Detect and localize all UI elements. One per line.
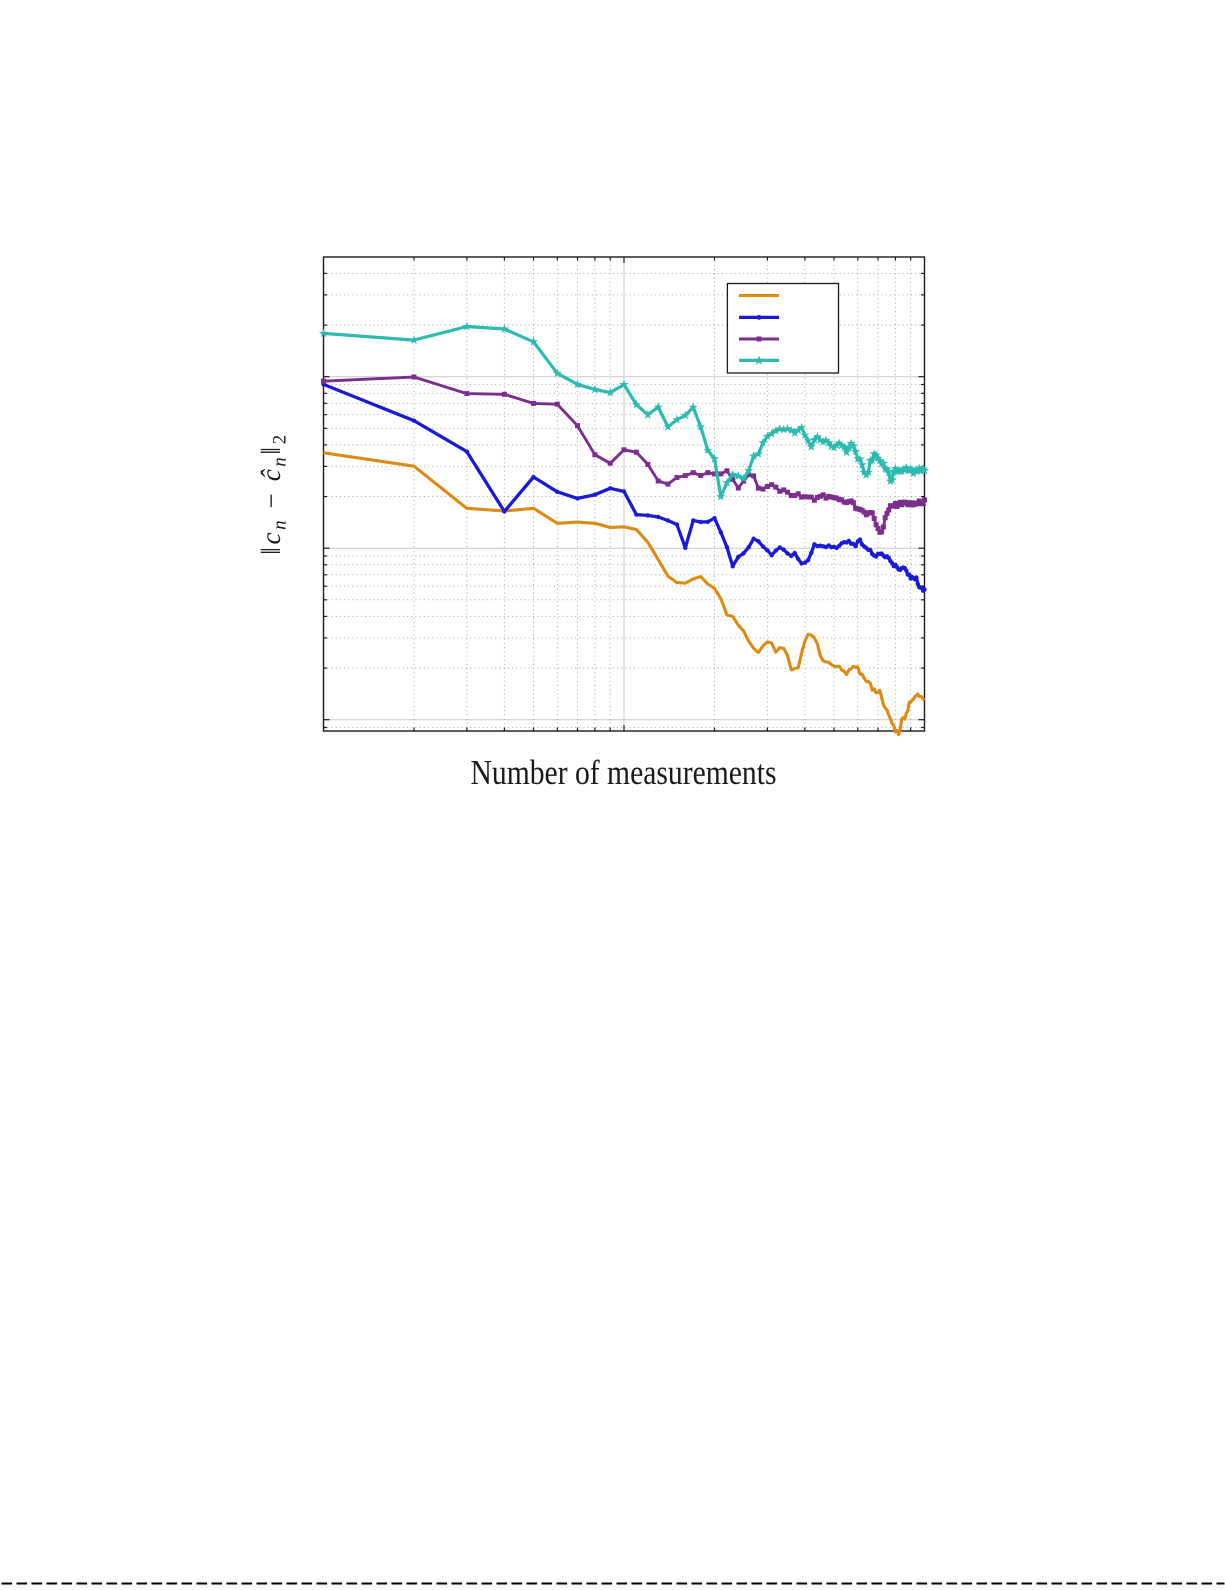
svg-text:‖cn − ĉn‖2: ‖cn − ĉn‖2 bbox=[256, 432, 291, 554]
svg-text:Number of measurements: Number of measurements bbox=[471, 753, 777, 792]
